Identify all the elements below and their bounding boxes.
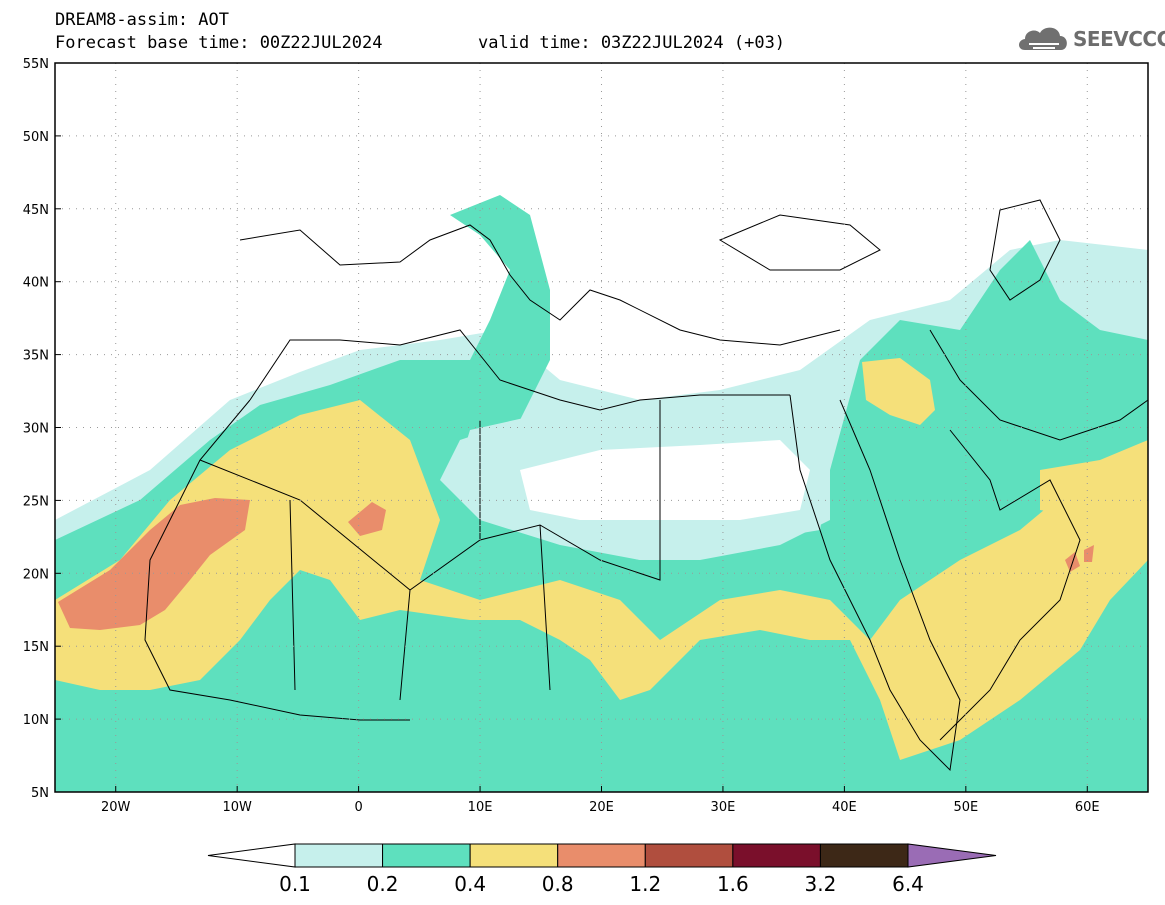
cloud-icon bbox=[1019, 27, 1067, 50]
lat-label: 10N bbox=[23, 713, 49, 728]
seevccc-logo: SEEVCCC bbox=[1015, 22, 1165, 56]
colorbar-label: 6.4 bbox=[892, 872, 924, 896]
lon-label: 50E bbox=[953, 800, 978, 815]
colorbar-box bbox=[732, 843, 821, 868]
colorbar-label: 3.2 bbox=[805, 872, 837, 896]
coast-west-africa bbox=[144, 399, 410, 721]
coast-europe bbox=[239, 224, 841, 346]
coast-black-sea bbox=[718, 214, 881, 271]
lat-label: 20N bbox=[23, 567, 49, 582]
lon-label: 30E bbox=[711, 800, 736, 815]
lon-label: 20W bbox=[101, 800, 131, 815]
lat-label: 45N bbox=[23, 203, 49, 218]
lat-label: 50N bbox=[23, 130, 49, 145]
colorbar-label: 0.8 bbox=[542, 872, 574, 896]
lon-label: 20E bbox=[589, 800, 614, 815]
map-title: DREAM8-assim: AOT bbox=[55, 10, 229, 30]
lat-label: 55N bbox=[23, 57, 49, 72]
aot-shading bbox=[55, 195, 1148, 792]
colorbar-label: 0.4 bbox=[454, 872, 486, 896]
aot-band-0.8 bbox=[58, 498, 250, 630]
aot-clear-core bbox=[520, 440, 810, 520]
lat-label: 25N bbox=[23, 494, 49, 509]
coast-caspian bbox=[989, 199, 1061, 301]
coast-north-africa bbox=[249, 329, 790, 411]
lon-label: 10W bbox=[222, 800, 252, 815]
logo-text: SEEVCCC bbox=[1073, 27, 1165, 51]
lat-label: 35N bbox=[23, 349, 49, 364]
colorbar-box bbox=[469, 843, 559, 868]
colorbar-box bbox=[644, 843, 734, 868]
aot-band-0.4 bbox=[55, 400, 1148, 760]
colorbar-label: 1.6 bbox=[717, 872, 749, 896]
colorbar: 0.1 0.2 0.4 0.8 1.2 1.6 3.2 6.4 bbox=[207, 843, 997, 896]
lon-label: 60E bbox=[1075, 800, 1100, 815]
coast-red-sea bbox=[789, 394, 961, 772]
colorbar-box bbox=[557, 843, 646, 868]
colorbar-label: 0.2 bbox=[367, 872, 399, 896]
forecast-base-time: Forecast base time: 00Z22JUL2024 bbox=[55, 33, 383, 53]
lon-label: 0 bbox=[354, 800, 362, 815]
borders-sahara bbox=[199, 400, 661, 701]
colorbar-box bbox=[382, 843, 471, 868]
aot-yellow-iran bbox=[1040, 440, 1148, 520]
lat-label: 15N bbox=[23, 640, 49, 655]
valid-time: valid time: 03Z22JUL2024 (+03) bbox=[478, 33, 786, 53]
aot-band-0.8-d bbox=[1084, 545, 1094, 562]
lon-label: 10E bbox=[468, 800, 493, 815]
lat-label: 40N bbox=[23, 276, 49, 291]
coastlines bbox=[144, 199, 1148, 772]
colorbar-box bbox=[294, 843, 384, 868]
coast-gulf bbox=[929, 329, 1148, 441]
colorbar-low-triangle bbox=[207, 843, 296, 868]
colorbar-label: 0.1 bbox=[279, 872, 311, 896]
gridlines bbox=[55, 63, 1148, 792]
lat-label: 30N bbox=[23, 422, 49, 437]
aot-yellow-iraq bbox=[862, 358, 935, 425]
colorbar-high-triangle bbox=[907, 843, 997, 868]
colorbar-box bbox=[819, 843, 909, 868]
colorbar-label: 1.2 bbox=[629, 872, 661, 896]
coast-arabia bbox=[939, 429, 1081, 741]
lat-label: 5N bbox=[31, 786, 49, 801]
latitude-labels: 55N 50N 45N 40N 35N 30N 25N 20N 15N 10N 5N bbox=[23, 57, 61, 801]
longitude-labels: 20W 10W 0 10E 20E 30E 40E 50E 60E bbox=[101, 786, 1100, 815]
lon-label: 40E bbox=[832, 800, 857, 815]
aot-band-0.8-b bbox=[348, 502, 386, 536]
